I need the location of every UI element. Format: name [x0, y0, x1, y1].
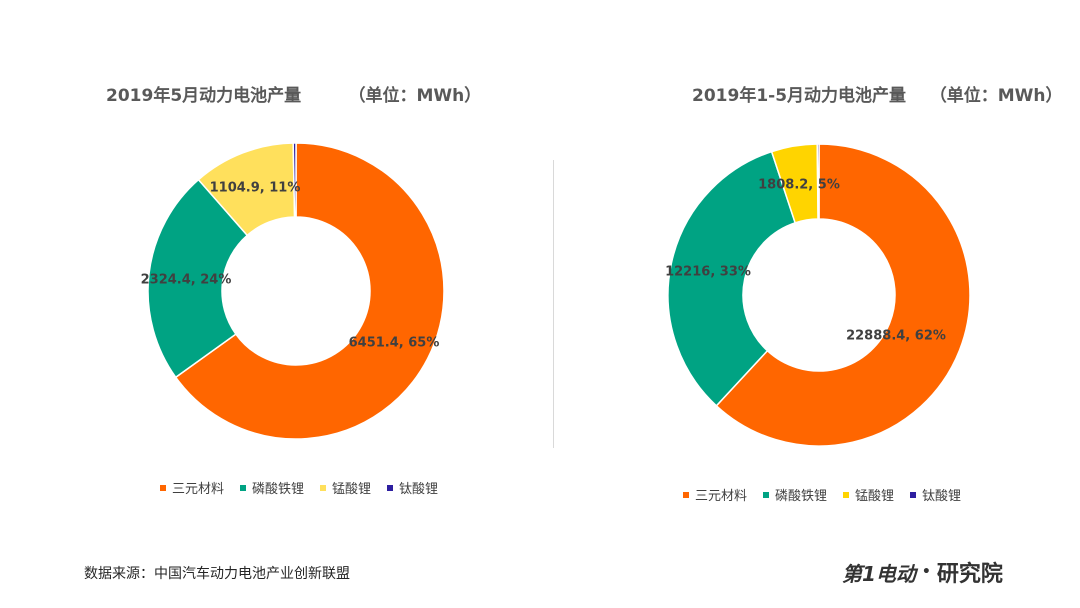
logo-dot: •: [921, 564, 931, 580]
logo-suffix: 研究院: [936, 562, 1003, 587]
legend-label: 钛酸锂: [399, 482, 439, 497]
data-label: 22888.4, 62%: [846, 329, 946, 344]
donut-slice-left-1: [147, 178, 249, 379]
legend-label: 三元材料: [172, 482, 225, 497]
data-label: 12216, 33%: [665, 265, 751, 280]
data-label: 1104.9, 11%: [210, 181, 301, 196]
legend-label: 磷酸铁锂: [775, 489, 828, 504]
data-label: 1808.2, 5%: [758, 178, 840, 193]
logo: 第1电动 • 研究院: [842, 556, 1003, 588]
chart-divider: [553, 160, 554, 448]
data-label: 2324.4, 24%: [141, 273, 232, 288]
legend-swatch: [320, 484, 327, 491]
legend-item: 磷酸铁锂: [240, 478, 304, 497]
donut-slice-right-3: [816, 143, 820, 220]
legend-swatch: [910, 491, 917, 498]
legend-item: 钛酸锂: [910, 485, 961, 504]
legend-label: 钛酸锂: [922, 489, 962, 504]
donut-slice-right-0: [715, 143, 971, 447]
logo-mark: 第1电动: [842, 561, 916, 586]
legend-swatch: [240, 484, 247, 491]
legend-right: 三元材料 磷酸铁锂 锰酸锂 钛酸锂: [683, 485, 961, 504]
legend-swatch: [763, 491, 770, 498]
legend-swatch: [683, 491, 689, 498]
legend-item: 磷酸铁锂: [763, 485, 827, 504]
legend-item: 钛酸锂: [387, 478, 438, 497]
legend-label: 磷酸铁锂: [252, 482, 305, 497]
data-source: 数据来源：中国汽车动力电池产业创新联盟: [84, 566, 350, 582]
legend-swatch: [387, 484, 394, 491]
legend-left: 三元材料 磷酸铁锂 锰酸锂 钛酸锂: [160, 478, 438, 497]
chart-title-left: 2019年5月动力电池产量 （单位：MWh）: [106, 86, 482, 106]
chart-title-right: 2019年1-5月动力电池产量 （单位：MWh）: [692, 86, 1063, 106]
legend-label: 锰酸锂: [855, 489, 895, 504]
legend-label: 锰酸锂: [332, 482, 372, 497]
legend-item: 三元材料: [683, 485, 747, 504]
legend-item: 锰酸锂: [320, 478, 371, 497]
legend-label: 三元材料: [695, 489, 748, 504]
data-label: 6451.4, 65%: [349, 336, 440, 351]
legend-item: 三元材料: [160, 478, 224, 497]
legend-item: 锰酸锂: [843, 485, 894, 504]
donut-slice-left-0: [174, 142, 445, 440]
legend-swatch: [160, 484, 166, 491]
donut-slice-right-1: [667, 150, 797, 407]
legend-swatch: [843, 491, 850, 498]
donut-slice-left-3: [292, 142, 297, 218]
